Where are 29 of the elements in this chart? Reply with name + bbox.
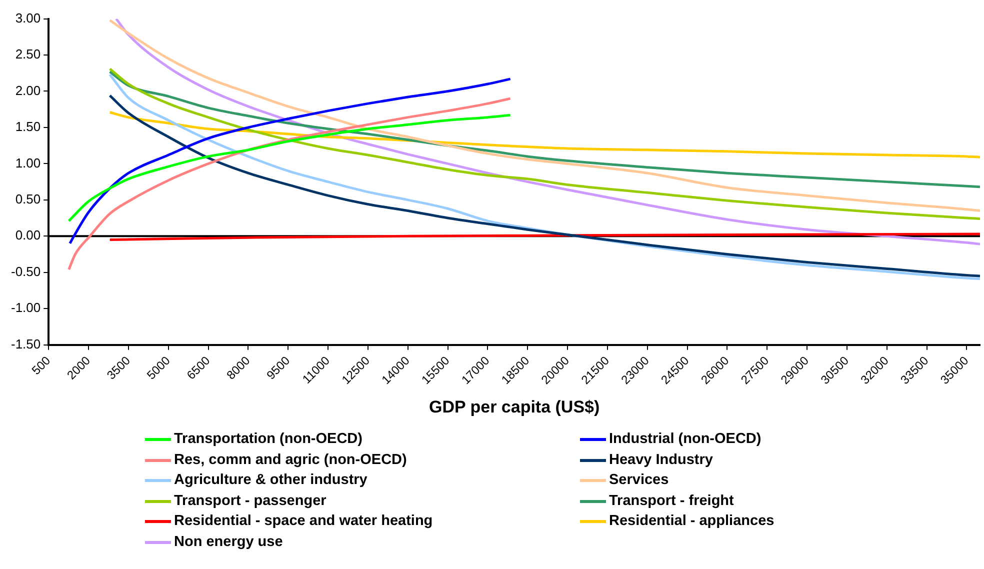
legend-label: Industrial (non-OECD) (609, 430, 762, 449)
y-tick-label: -1.00 (10, 300, 41, 316)
legend-label: Res, comm and agric (non-OECD) (174, 450, 407, 470)
y-tick-label: -1.50 (10, 336, 41, 352)
x-axis-title: GDP per capita (US$) (428, 397, 600, 416)
line-series (108, 70, 980, 188)
legend-label: Transport - passenger (174, 492, 326, 510)
legend-label: Non energy use (174, 532, 283, 552)
y-tick-label: 3.00 (15, 10, 41, 26)
y-tick-label: 2.50 (15, 46, 41, 62)
legend-label: Agriculture & other industry (174, 471, 368, 490)
line-series (68, 97, 512, 271)
line-series (68, 114, 512, 222)
y-tick-label: 2.00 (15, 82, 41, 98)
y-tick-label: -0.50 (10, 264, 41, 279)
x-tick-label: 500 (29, 353, 54, 378)
line-series (108, 19, 980, 212)
y-tick-label: 0.00 (15, 228, 41, 243)
legend-label: Transportation (non-OECD) (174, 430, 362, 449)
line-series (108, 68, 980, 220)
legend-label: Services (609, 471, 669, 490)
legend-label: Residential - appliances (609, 512, 774, 531)
line-series (68, 78, 512, 245)
legend-label: Transport - freight (609, 492, 734, 510)
y-tick-label: 1.50 (15, 119, 41, 134)
y-tick-label: 1.00 (15, 155, 41, 170)
legend-label: Residential - space and water heating (174, 512, 433, 531)
y-tick-label: 0.50 (15, 192, 41, 206)
legend-label: Heavy Industry (609, 450, 713, 470)
